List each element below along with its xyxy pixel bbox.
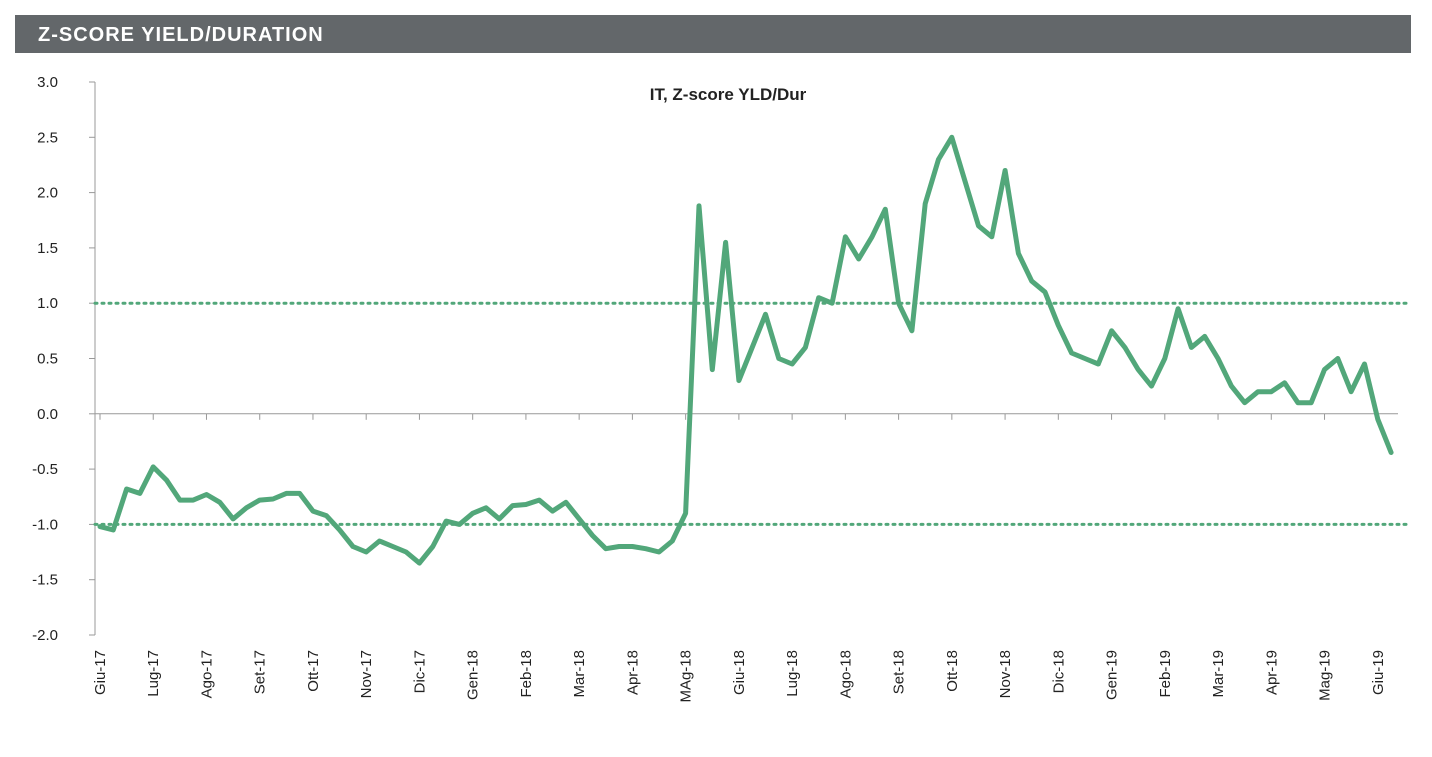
y-tick-label: 1.0 — [37, 295, 58, 312]
x-tick-label: Dic-18 — [1050, 650, 1067, 693]
x-tick-label: Giu-17 — [92, 650, 109, 695]
x-tick-label: Dic-17 — [411, 650, 428, 693]
header-title: Z-SCORE YIELD/DURATION — [38, 24, 324, 46]
x-tick-label: Feb-18 — [518, 650, 535, 698]
x-tick-label: Lug-17 — [145, 650, 162, 697]
y-tick-label: 1.5 — [37, 240, 58, 257]
x-tick-label: Set-18 — [891, 650, 908, 694]
x-tick-label: Nov-18 — [997, 650, 1014, 698]
y-tick-label: 0.0 — [37, 406, 58, 423]
y-tick-label: 2.0 — [37, 185, 58, 202]
x-tick-label: Ago-18 — [837, 650, 854, 698]
y-tick-label: -2.0 — [32, 627, 58, 644]
x-tick-label: Apr-19 — [1263, 650, 1280, 695]
x-tick-label: Lug-18 — [784, 650, 801, 697]
data-line — [97, 134, 1394, 566]
x-tick-label: Nov-17 — [358, 650, 375, 698]
x-tick-label: Apr-18 — [624, 650, 641, 695]
chart-title: IT, Z-score YLD/Dur — [650, 85, 807, 104]
x-tick-label: Ago-17 — [198, 650, 215, 698]
y-tick-label: -1.0 — [32, 516, 58, 533]
x-tick-label: Mag-19 — [1317, 650, 1334, 701]
x-tick-label: Mar-19 — [1210, 650, 1227, 698]
x-tick-label: Gen-19 — [1104, 650, 1121, 700]
x-tick-label: Giu-19 — [1370, 650, 1387, 695]
x-tick-label: Mar-18 — [571, 650, 588, 698]
x-tick-label: Feb-19 — [1157, 650, 1174, 698]
y-tick-label: 3.0 — [37, 74, 58, 91]
x-tick-label: Giu-18 — [731, 650, 748, 695]
x-tick-label: MAg-18 — [678, 650, 695, 703]
header-bar — [15, 15, 1411, 53]
y-tick-label: -0.5 — [32, 461, 58, 478]
x-tick-label: Ott-18 — [944, 650, 961, 692]
y-tick-label: -1.5 — [32, 572, 58, 589]
y-tick-label: 2.5 — [37, 129, 58, 146]
x-tick-label: Ott-17 — [305, 650, 322, 692]
x-tick-label: Set-17 — [252, 650, 269, 694]
y-tick-label: 0.5 — [37, 351, 58, 368]
x-tick-label: Gen-18 — [465, 650, 482, 700]
